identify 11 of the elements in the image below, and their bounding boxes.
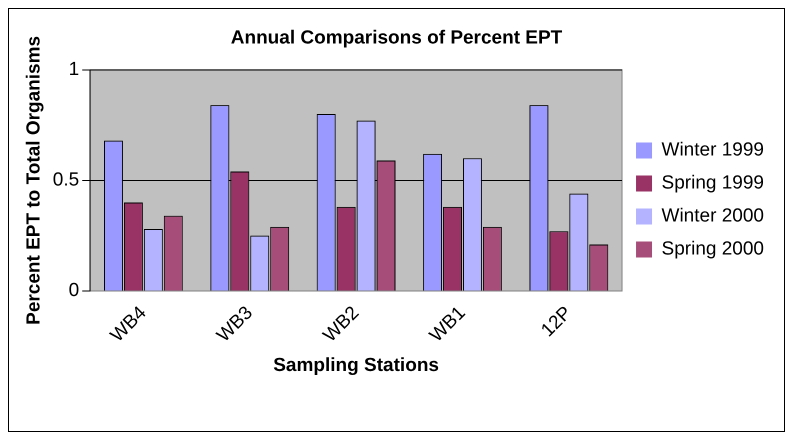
x-tick-label: 12P — [537, 302, 576, 342]
legend-label: Winter 1999 — [662, 140, 764, 161]
chart-title: Annual Comparisons of Percent EPT — [230, 28, 563, 49]
legend-label: Spring 2000 — [662, 238, 764, 260]
y-axis-title: Percent EPT to Total Organisms — [24, 36, 45, 325]
y-tick-label: 0.5 — [52, 170, 80, 191]
legend-label: Winter 2000 — [662, 206, 764, 227]
legend-label: Spring 1999 — [662, 172, 764, 194]
y-tick-label: 0 — [68, 280, 80, 302]
y-tick-label: 1 — [68, 59, 80, 80]
x-axis-title: Sampling Stations — [273, 354, 439, 376]
